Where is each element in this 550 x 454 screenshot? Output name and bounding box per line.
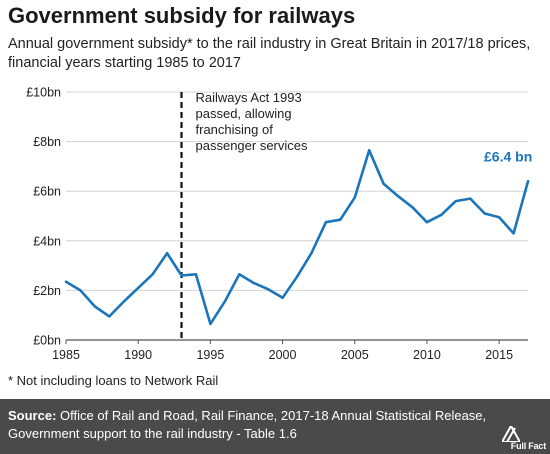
full-fact-logo-icon [502, 426, 520, 442]
full-fact-logo: Full Fact [510, 441, 546, 451]
data-point [396, 194, 400, 198]
data-point [497, 216, 501, 219]
chart-subtitle: Annual government subsidy* to the rail i… [8, 36, 531, 71]
data-point [151, 273, 154, 276]
data-point [108, 315, 111, 318]
y-tick-label: £4bn [33, 234, 61, 248]
line-chart: £0bn £2bn £4bn £6bn £8bn £10bn 1985 1990 1995 200… [26, 86, 532, 363]
y-tick-label: £10bn [26, 86, 61, 100]
latest-value-label: £6.4 bn [484, 148, 532, 164]
x-tick-label: 1995 [196, 348, 224, 362]
y-tick-label: £2bn [33, 284, 61, 298]
x-tick-label: 2015 [485, 348, 513, 362]
x-tick-label: 1985 [52, 348, 80, 362]
subsidy-series-line [64, 149, 530, 326]
data-point [324, 221, 328, 224]
x-tick-label: 2005 [341, 348, 369, 362]
data-point [310, 252, 313, 255]
data-point [165, 252, 169, 255]
data-point [526, 180, 530, 183]
annotation-text-line: passenger services [196, 138, 308, 153]
data-point [512, 232, 515, 235]
data-point [295, 275, 299, 278]
x-tick-label: 1990 [124, 348, 152, 362]
footnote: * Not including loans to Network Rail [8, 373, 219, 388]
source-bar: Source: Office of Rail and Road, Rail Fi… [0, 399, 550, 454]
data-point [483, 212, 486, 215]
source-label: Source: [8, 408, 57, 423]
data-point [339, 218, 342, 221]
source-body: Office of Rail and Road, Rail Finance, 2… [8, 408, 487, 441]
data-point [79, 289, 82, 292]
data-point [382, 182, 385, 185]
data-point [209, 322, 212, 326]
x-tick-label: 2010 [413, 348, 441, 362]
data-point [411, 206, 414, 209]
data-point [93, 305, 97, 308]
annotation-text-line: passed, allowing [196, 106, 292, 121]
y-tick-label: £8bn [33, 135, 61, 149]
data-point [194, 273, 198, 276]
data-point [367, 149, 371, 152]
data-point [180, 274, 183, 277]
data-point [440, 213, 443, 216]
data-point [266, 287, 270, 291]
data-point [122, 300, 125, 303]
data-point [238, 273, 241, 276]
data-point [353, 196, 356, 199]
y-tick-label: £0bn [33, 334, 61, 348]
data-point [281, 296, 284, 300]
data-point [136, 286, 140, 290]
source-text: Source: Office of Rail and Road, Rail Fi… [8, 407, 508, 443]
data-point [64, 280, 68, 283]
chart-title: Government subsidy for railways [8, 3, 356, 28]
data-point [454, 199, 458, 203]
data-point [425, 221, 429, 224]
data-point [252, 281, 255, 285]
data-point [223, 300, 227, 303]
annotation-text-line: franchising of [196, 122, 274, 137]
data-point [469, 197, 472, 200]
annotation-text-line: Railways Act 1993 [196, 90, 302, 105]
x-tick-label: 2000 [269, 348, 297, 362]
y-tick-label: £6bn [33, 185, 61, 199]
